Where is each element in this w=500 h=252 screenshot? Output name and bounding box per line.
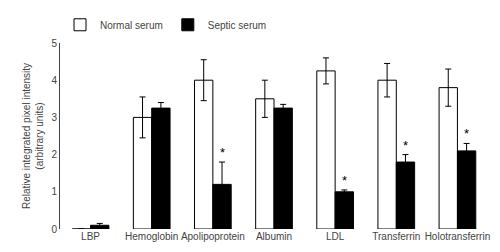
svg-text:Normal serum: Normal serum bbox=[100, 20, 163, 31]
svg-text:2: 2 bbox=[51, 149, 57, 160]
svg-text:1: 1 bbox=[51, 186, 57, 197]
svg-text:LBP: LBP bbox=[81, 231, 100, 242]
svg-text:0: 0 bbox=[51, 224, 57, 235]
svg-text:3: 3 bbox=[51, 112, 57, 123]
svg-text:LDL: LDL bbox=[326, 231, 345, 242]
svg-text:Holotransferrin: Holotransferrin bbox=[425, 231, 491, 242]
svg-text:Septic serum: Septic serum bbox=[208, 20, 266, 31]
svg-text:4: 4 bbox=[51, 75, 57, 86]
svg-text:5: 5 bbox=[51, 38, 57, 49]
svg-text:Relative integrated pixel inte: Relative integrated pixel intensity(arbi… bbox=[21, 63, 45, 209]
svg-text:Albumin: Albumin bbox=[256, 231, 292, 242]
svg-text:*: * bbox=[403, 138, 408, 153]
svg-text:*: * bbox=[464, 126, 469, 141]
svg-text:Hemoglobin: Hemoglobin bbox=[125, 231, 178, 242]
svg-text:*: * bbox=[342, 173, 347, 188]
svg-text:Apolipoprotein: Apolipoprotein bbox=[181, 231, 245, 242]
svg-text:Transferrin: Transferrin bbox=[372, 231, 420, 242]
svg-text:*: * bbox=[220, 145, 225, 160]
